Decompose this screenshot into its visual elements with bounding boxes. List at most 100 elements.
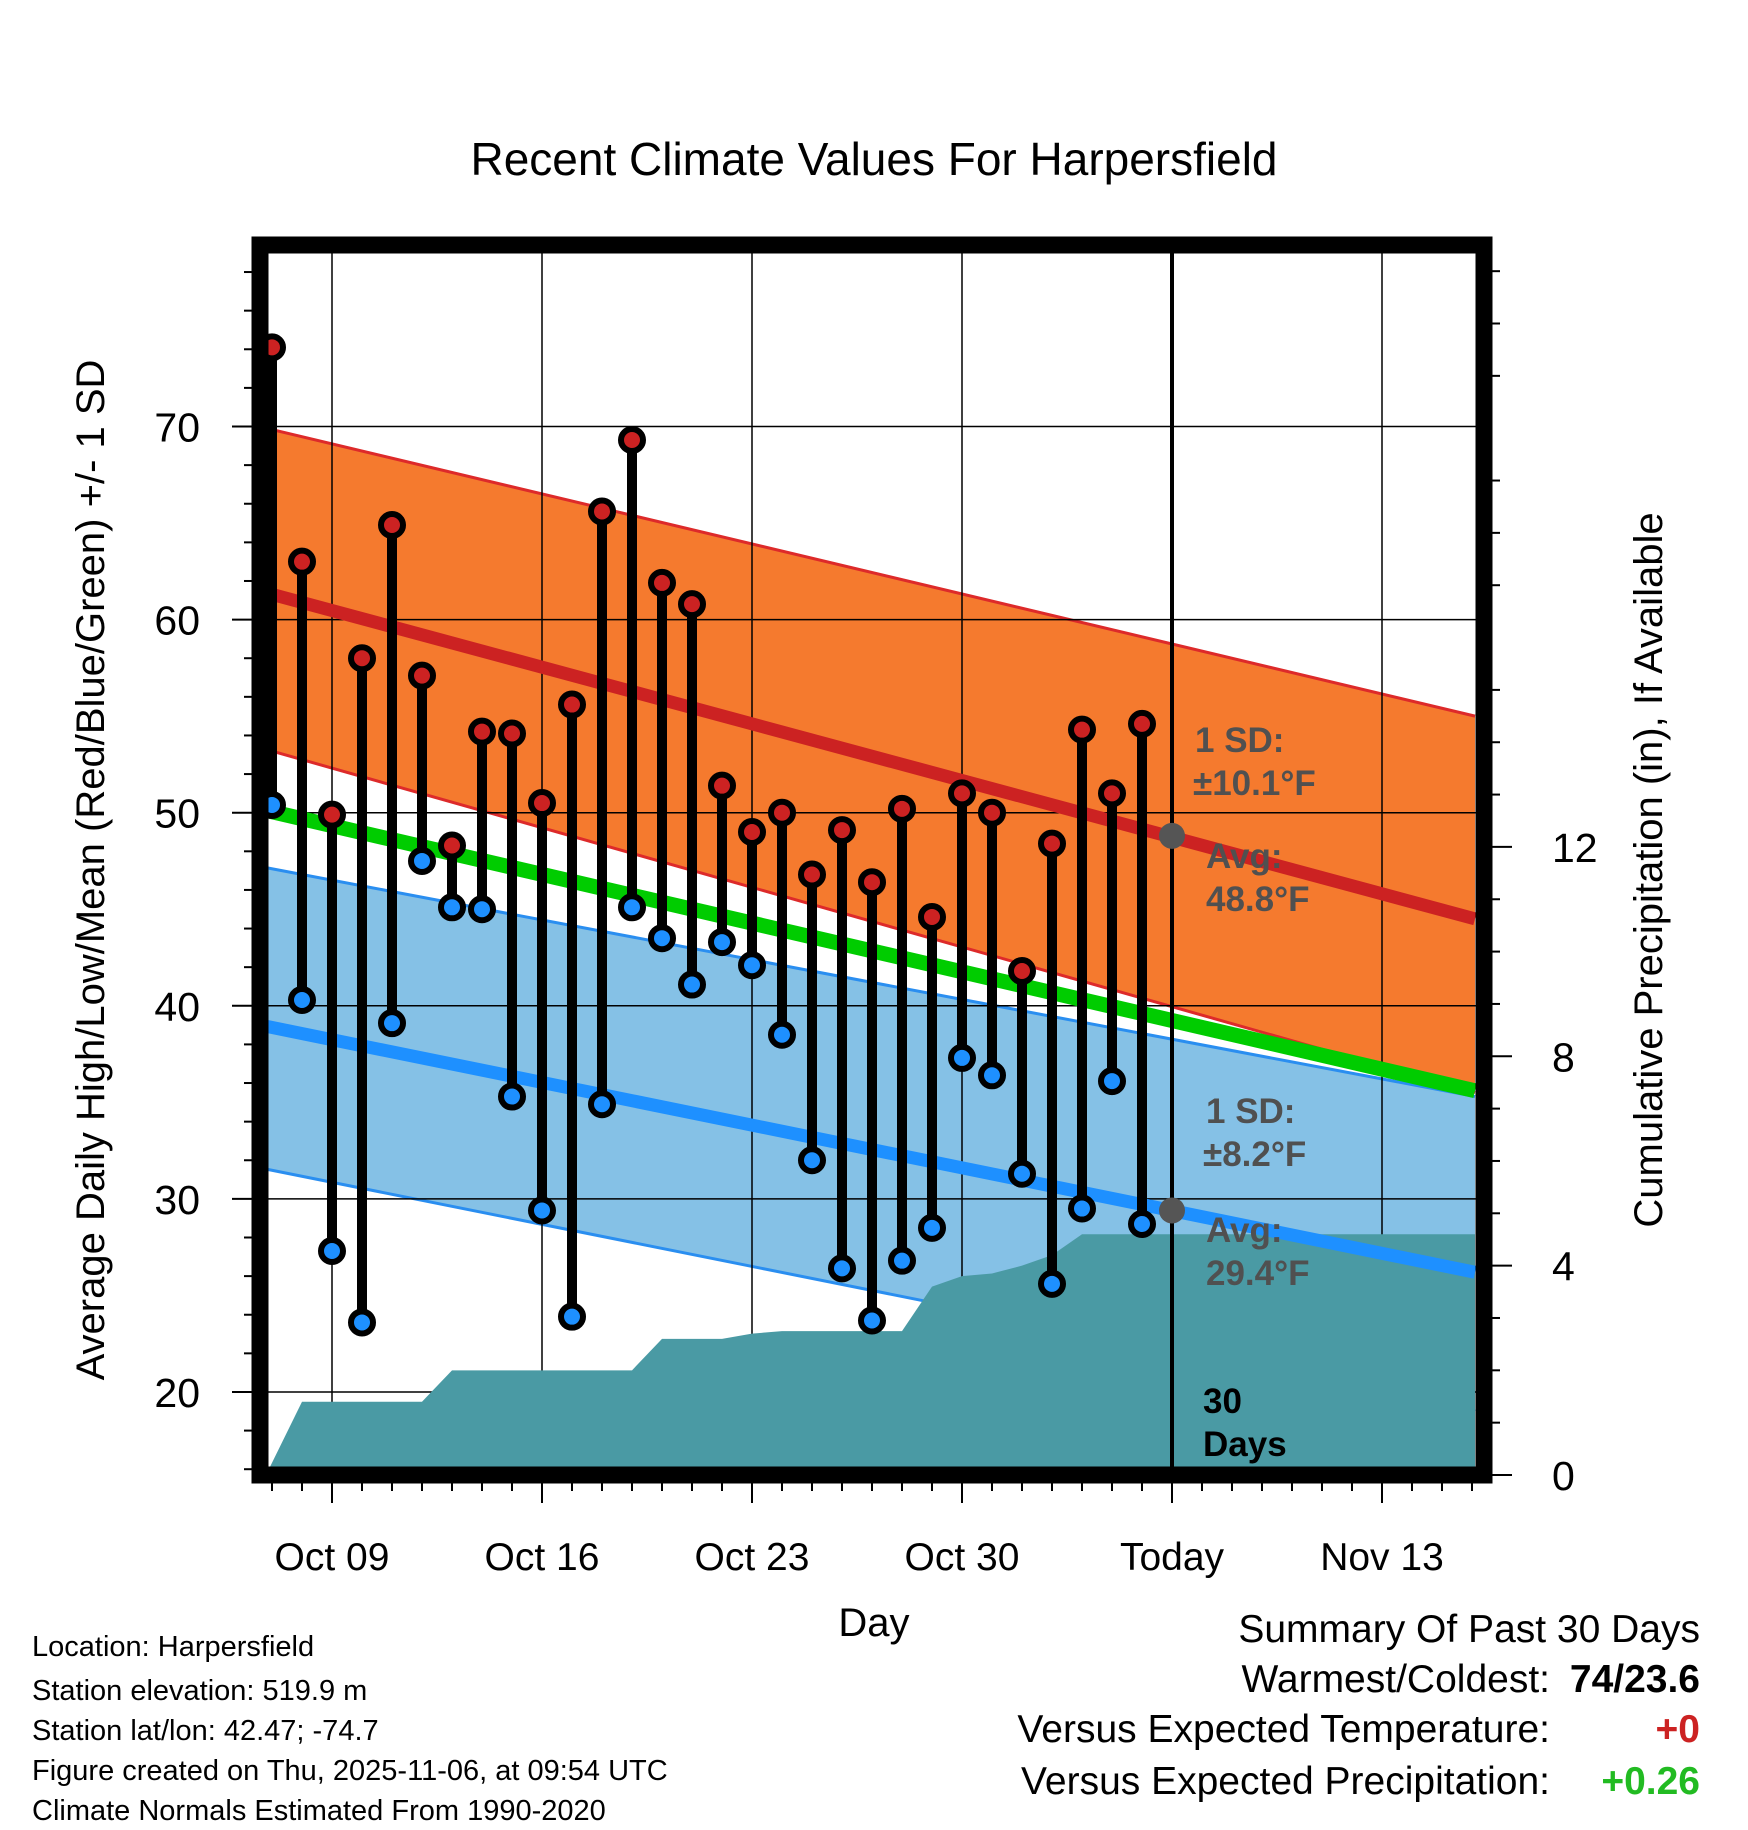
high-point [348, 644, 376, 673]
y-left-tick-label: 20 [154, 1370, 200, 1416]
low-point [348, 1308, 376, 1337]
low-point [648, 924, 676, 953]
high-point [768, 798, 796, 827]
summary-title: Summary Of Past 30 Days [1238, 1608, 1700, 1651]
y-left-tick-label: 50 [154, 791, 200, 837]
y-axis-right-label: Cumulative Precipitation (in), If Availa… [1627, 512, 1671, 1227]
low-point [618, 893, 646, 922]
summary-precip-row: Versus Expected Precipitation: +0.26 [1021, 1760, 1700, 1804]
low-point [528, 1196, 556, 1225]
summary-temp-row: Versus Expected Temperature: +0 [1017, 1708, 1700, 1752]
high-point [588, 497, 616, 526]
high-sd-band-upper-edge [259, 425, 1476, 718]
high-point [828, 816, 856, 845]
low-point [1098, 1067, 1126, 1096]
low-point [1128, 1209, 1156, 1238]
low-avg-value: 29.4°F [1206, 1254, 1310, 1293]
high-point [948, 779, 976, 808]
high-normal-line [258, 584, 1477, 926]
high-point [888, 794, 916, 823]
high-point [798, 860, 826, 889]
high-point [318, 800, 346, 829]
high-point [558, 690, 586, 719]
high-point [918, 902, 946, 931]
high-point [438, 831, 466, 860]
high-point [738, 818, 766, 847]
low-point [738, 951, 766, 980]
low-avg-marker [1159, 1197, 1185, 1224]
low-point [588, 1090, 616, 1119]
high-point [678, 590, 706, 619]
axes: Oct 09 Oct 16 Oct 23 Oct 30 Today Nov 13 20 30 4… [154, 270, 1598, 1579]
high-point [288, 547, 316, 576]
low-point [888, 1246, 916, 1275]
y-right-tick-label: 0 [1552, 1453, 1575, 1499]
high-point [498, 719, 526, 748]
high-sd-label: 1 SD: [1195, 721, 1284, 760]
info-normals-period: Climate Normals Estimated From 1990-2020 [32, 1795, 606, 1827]
info-latlon: Station lat/lon: 42.47; -74.7 [32, 1715, 379, 1747]
low-sd-value: ±8.2°F [1203, 1135, 1306, 1174]
x-tick-label: Oct 16 [485, 1536, 600, 1579]
low-point [858, 1306, 886, 1335]
daily-range-bars [267, 342, 1147, 1328]
y-right-tick-label: 8 [1552, 1034, 1575, 1080]
high-point [1098, 779, 1126, 808]
low-point [468, 895, 496, 924]
high-point [528, 789, 556, 818]
high-avg-value: 48.8°F [1206, 880, 1310, 919]
low-avg-label: Avg: [1206, 1211, 1282, 1250]
y-right-tick-label: 4 [1552, 1244, 1575, 1290]
low-point [288, 985, 316, 1014]
high-point [648, 568, 676, 597]
info-elevation: Station elevation: 519.9 m [32, 1675, 368, 1707]
x-tick-label: Nov 13 [1320, 1536, 1444, 1579]
plot-border [251, 236, 1493, 1484]
high-point [978, 798, 1006, 827]
y-left-tick-label: 70 [154, 405, 200, 451]
summary-warmest-value: 74/23.6 [1569, 1658, 1700, 1701]
high-point [408, 661, 436, 690]
low-sd-label: 1 SD: [1206, 1092, 1295, 1131]
daily-points [258, 333, 1156, 1337]
low-point [798, 1146, 826, 1175]
high-avg-label: Avg: [1206, 837, 1282, 876]
low-point [558, 1302, 586, 1331]
plot-frame [251, 236, 1493, 1484]
summary-precip-label: Versus Expected Precipitation: [1021, 1760, 1550, 1803]
high-sd-value: ±10.1°F [1193, 764, 1316, 803]
low-point [378, 1009, 406, 1038]
x-axis-label: Day [838, 1601, 909, 1645]
low-point [678, 970, 706, 999]
info-location: Location: Harpersfield [32, 1631, 315, 1663]
summary-temp-label: Versus Expected Temperature: [1017, 1708, 1550, 1751]
x-tick-label: Oct 09 [275, 1536, 390, 1579]
annotations: 1 SD: ±10.1°F Avg: 48.8°F 1 SD: ±8.2°F Avg: 29.… [1159, 721, 1316, 1464]
summary-temp-value: +0 [1655, 1708, 1700, 1751]
low-point [1068, 1194, 1096, 1223]
chart-title: Recent Climate Values For Harpersfield [470, 133, 1277, 185]
low-point [408, 846, 436, 875]
y-right-tick-label: 12 [1552, 825, 1598, 871]
summary-precip-value: +0.26 [1601, 1760, 1700, 1803]
low-point [978, 1061, 1006, 1090]
low-point [708, 928, 736, 957]
low-point [318, 1237, 346, 1266]
x-tick-label: Oct 30 [905, 1536, 1020, 1579]
low-point [768, 1020, 796, 1049]
low-point [1038, 1269, 1066, 1298]
high-point [378, 510, 406, 539]
summary-warmest-row: Warmest/Coldest: 74/23.6 [1242, 1658, 1700, 1702]
low-point [948, 1043, 976, 1072]
low-point [438, 893, 466, 922]
high-point [1068, 715, 1096, 744]
y-axis-left-label: Average Daily High/Low/Mean (Red/Blue/Gr… [69, 360, 113, 1381]
high-point [858, 868, 886, 897]
high-point [1008, 957, 1036, 986]
high-point [468, 717, 496, 746]
high-point [708, 771, 736, 800]
low-point [828, 1254, 856, 1283]
window-days-number: 30 [1203, 1382, 1242, 1421]
y-left-tick-label: 30 [154, 1177, 200, 1223]
